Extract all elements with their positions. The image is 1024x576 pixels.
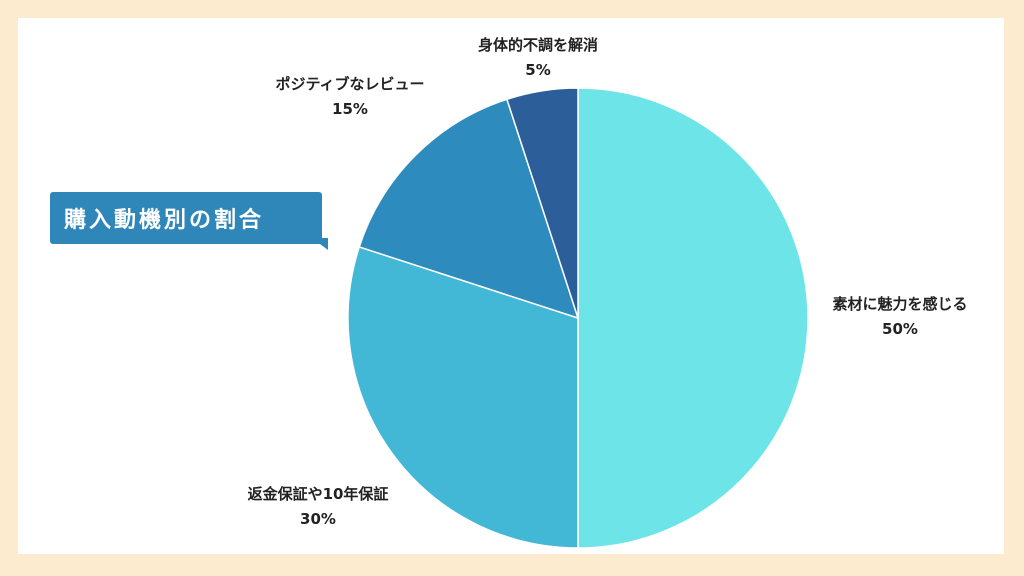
slice-value-3: 5%: [525, 61, 550, 79]
slice-label-3: 身体的不調を解消: [478, 36, 598, 54]
slice-value-1: 30%: [300, 510, 336, 528]
pie-slice-0: [577, 87, 809, 549]
chart-title: 購入動機別の割合: [64, 208, 265, 233]
pie-slice-3: [505, 87, 579, 319]
pie-slice-1: [347, 245, 579, 549]
slice-value-2: 15%: [332, 100, 368, 118]
slice-label-0: 素材に魅力を感じる: [832, 295, 967, 313]
slice-label-2: ポジティブなレビュー: [275, 75, 424, 93]
slice-value-0: 50%: [882, 320, 918, 338]
title-badge-tail: [312, 238, 328, 250]
chart-title-badge: 購入動機別の割合: [50, 192, 322, 244]
pie-slice-2: [358, 98, 580, 320]
slice-label-1: 返金保証や10年保証: [248, 485, 389, 503]
